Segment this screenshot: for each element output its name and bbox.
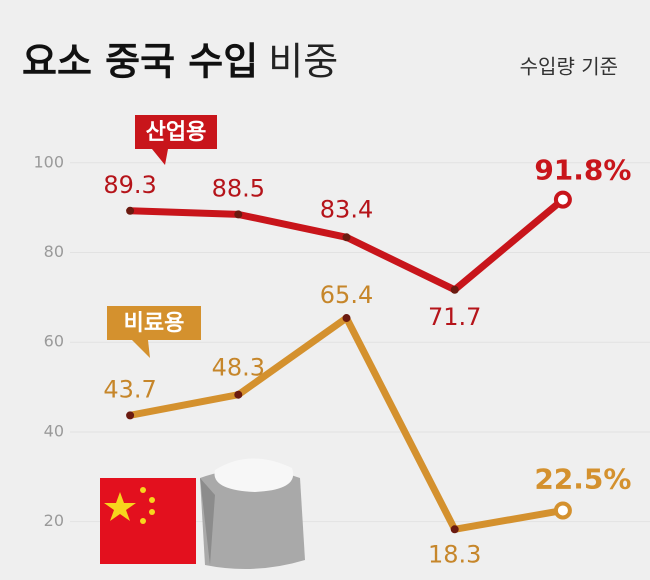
china-flag <box>100 478 196 564</box>
y-tick-label: 80 <box>44 242 64 261</box>
sack <box>200 458 305 569</box>
point <box>234 210 243 219</box>
value-label: 48.3 <box>212 354 265 382</box>
chart-subtitle: 수입량 기준 <box>520 55 618 79</box>
point <box>342 314 351 323</box>
legend-bubble <box>135 115 217 165</box>
value-label: 18.3 <box>428 540 481 568</box>
value-label: 83.4 <box>320 195 373 223</box>
point <box>553 190 572 209</box>
point <box>553 501 572 520</box>
legend-label: 산업용 <box>146 120 207 145</box>
value-label: 65.4 <box>320 281 373 309</box>
value-label: 88.5 <box>212 174 265 202</box>
value-label: 89.3 <box>103 171 156 199</box>
point <box>342 233 351 242</box>
legend-bubble <box>107 306 201 358</box>
point <box>234 390 243 399</box>
plot: 89.3 88.5 83.4 71.7 91.8% 산업용 43.7 48.3 65.4 18.3… <box>103 115 631 568</box>
value-label: 43.7 <box>103 375 156 403</box>
value-label: 22.5% <box>534 462 631 495</box>
point <box>450 525 459 534</box>
y-tick-label: 60 <box>44 332 64 351</box>
point <box>126 206 135 215</box>
value-label: 71.7 <box>428 303 481 331</box>
legend-label: 비료용 <box>124 311 185 336</box>
chart-title: 요소 중국 수입 <box>22 40 258 84</box>
value-label: 91.8% <box>534 154 631 187</box>
y-tick-label: 40 <box>44 421 64 440</box>
point <box>450 285 459 294</box>
y-tick-label: 100 <box>33 152 64 171</box>
y-tick-label: 20 <box>44 511 64 530</box>
point <box>126 411 135 420</box>
grid: 20 40 60 80 100 <box>33 152 650 530</box>
chart-title-light: 비중 <box>268 40 338 84</box>
